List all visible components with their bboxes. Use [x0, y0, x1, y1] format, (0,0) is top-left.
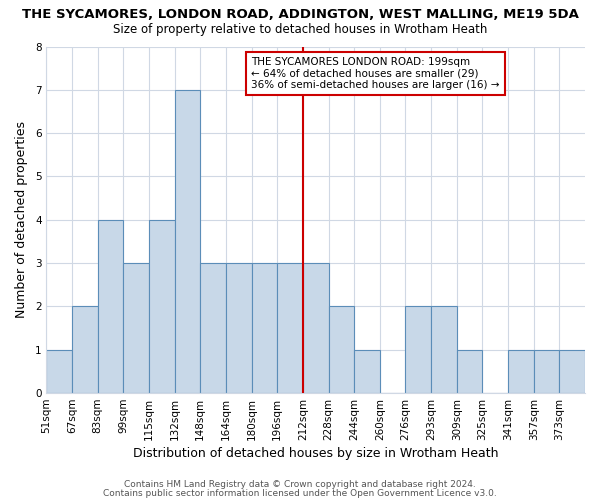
Bar	[354, 350, 380, 393]
Text: THE SYCAMORES LONDON ROAD: 199sqm
← 64% of detached houses are smaller (29)
36% : THE SYCAMORES LONDON ROAD: 199sqm ← 64% …	[251, 57, 500, 90]
Bar	[559, 350, 585, 393]
Bar	[149, 220, 175, 393]
Bar	[98, 220, 124, 393]
Bar	[431, 306, 457, 393]
Bar	[72, 306, 98, 393]
Bar	[508, 350, 534, 393]
Text: Size of property relative to detached houses in Wrotham Heath: Size of property relative to detached ho…	[113, 22, 487, 36]
Bar	[200, 263, 226, 393]
Bar	[175, 90, 200, 393]
Text: Contains HM Land Registry data © Crown copyright and database right 2024.: Contains HM Land Registry data © Crown c…	[124, 480, 476, 489]
Bar	[329, 306, 354, 393]
Text: Contains public sector information licensed under the Open Government Licence v3: Contains public sector information licen…	[103, 488, 497, 498]
Bar	[124, 263, 149, 393]
Bar	[534, 350, 559, 393]
Bar	[406, 306, 431, 393]
X-axis label: Distribution of detached houses by size in Wrotham Heath: Distribution of detached houses by size …	[133, 447, 499, 460]
Y-axis label: Number of detached properties: Number of detached properties	[15, 122, 28, 318]
Bar	[46, 350, 72, 393]
Bar	[303, 263, 329, 393]
Bar	[226, 263, 251, 393]
Bar	[457, 350, 482, 393]
Bar	[277, 263, 303, 393]
Bar	[251, 263, 277, 393]
Text: THE SYCAMORES, LONDON ROAD, ADDINGTON, WEST MALLING, ME19 5DA: THE SYCAMORES, LONDON ROAD, ADDINGTON, W…	[22, 8, 578, 20]
